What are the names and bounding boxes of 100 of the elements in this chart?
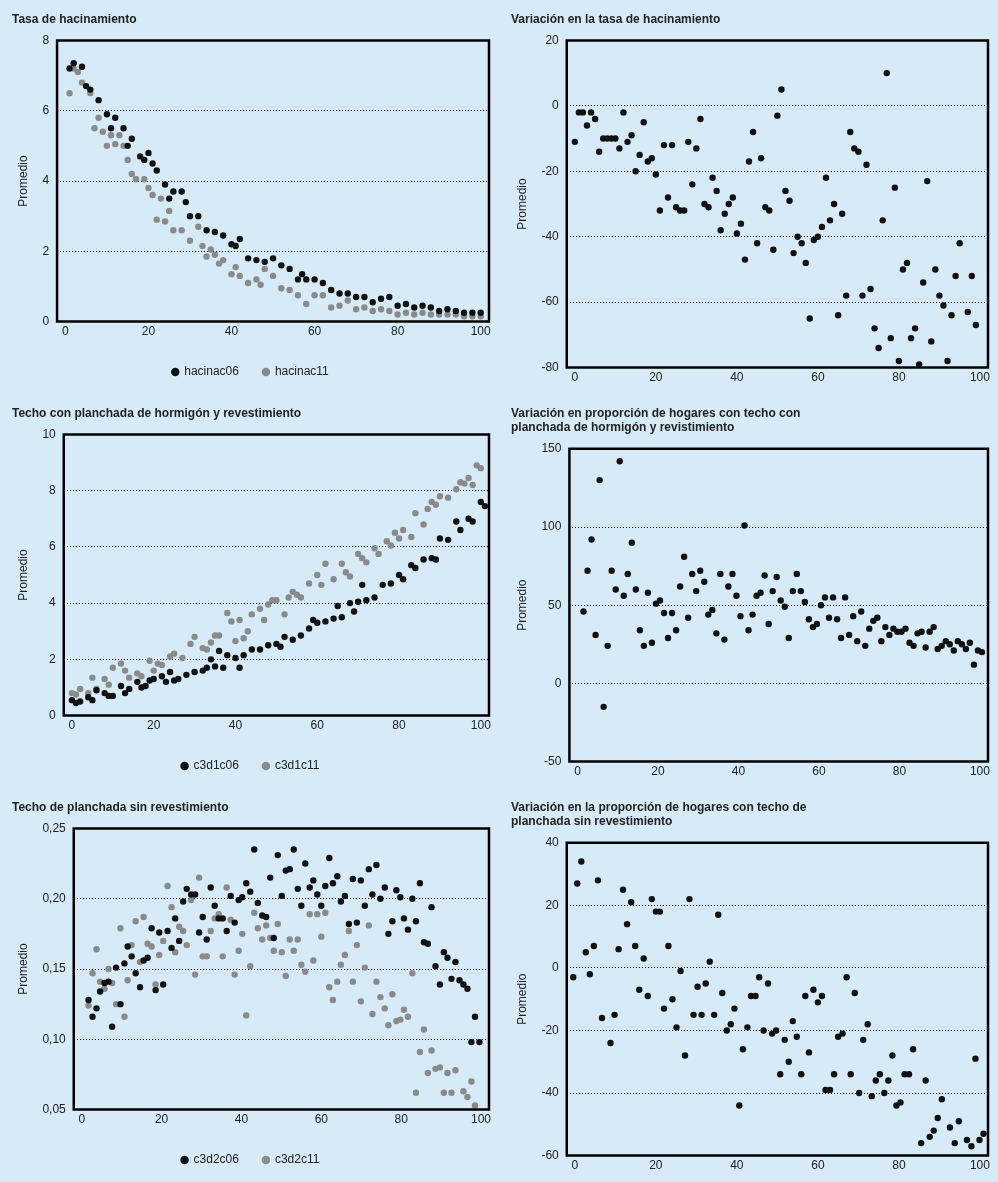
y-tick-label: 8 — [49, 482, 57, 497]
point — [244, 255, 252, 262]
point — [394, 302, 401, 309]
x-tick-label: 100 — [969, 1158, 991, 1173]
point — [166, 195, 173, 202]
point — [253, 256, 260, 264]
legend-label: c3d1c06 — [193, 758, 240, 773]
point — [427, 304, 435, 311]
point — [361, 293, 368, 301]
y-tick-label: 2 — [49, 651, 57, 666]
y-axis-title: Promedio — [514, 579, 529, 631]
point — [435, 307, 443, 315]
y-axis-title: Promedio — [514, 973, 529, 1025]
y-tick-label: 0,15 — [42, 961, 67, 976]
x-tick-label: 40 — [224, 324, 239, 339]
x-tick-label: 100 — [471, 1112, 492, 1127]
x-tick-label: 60 — [811, 1158, 825, 1173]
x-tick-label: 80 — [392, 718, 407, 733]
point — [232, 242, 239, 250]
y-tick-label: 10 — [42, 426, 57, 441]
y-tick-label: 40 — [545, 835, 560, 850]
point — [344, 290, 351, 297]
x-tick-label: 100 — [470, 718, 492, 733]
point — [186, 212, 194, 220]
y-tick-label: -60 — [541, 1147, 560, 1162]
x-tick-label: 20 — [651, 764, 665, 779]
point — [141, 156, 148, 164]
chart-title: Tasa de hacinamiento — [12, 11, 137, 26]
y-axis-title: Promedio — [15, 549, 30, 601]
x-tick-label: 40 — [730, 370, 744, 385]
x-tick-label: 20 — [649, 1158, 663, 1173]
x-tick-label: 40 — [228, 718, 243, 733]
x-tick-label: 80 — [892, 1158, 906, 1173]
legend-label: hacinac06 — [184, 364, 240, 379]
chart-title: Variación en proporción de hogares con techo con planchada de hormigón y revistimiento — [511, 405, 801, 434]
y-tick-label: -60 — [541, 294, 560, 309]
x-tick-label: 20 — [141, 324, 156, 339]
y-tick-label: -20 — [541, 163, 560, 178]
point — [402, 300, 410, 308]
point — [70, 60, 77, 67]
y-axis-title: Promedio — [15, 943, 30, 995]
y-tick-label: 4 — [42, 173, 50, 188]
x-tick-label: 60 — [310, 718, 325, 733]
point — [386, 293, 393, 301]
y-tick-label: 0,10 — [42, 1031, 67, 1046]
y-tick-label: 20 — [545, 897, 560, 912]
point — [469, 309, 476, 317]
x-tick-label: 100 — [969, 370, 991, 385]
point — [120, 125, 127, 132]
point — [311, 276, 318, 283]
point — [377, 295, 385, 302]
x-tick-label: 60 — [314, 1112, 329, 1127]
y-tick-label: 4 — [49, 595, 57, 610]
chart-title: Techo de planchada sin revestimiento — [12, 799, 229, 814]
x-tick-label: 40 — [234, 1112, 249, 1127]
y-tick-label: 100 — [541, 519, 562, 534]
point — [211, 228, 219, 236]
point — [369, 299, 376, 306]
x-tick-label: 20 — [147, 718, 161, 733]
y-tick-label: -40 — [541, 1085, 560, 1100]
y-tick-label: 50 — [548, 597, 562, 612]
y-tick-label: 0,05 — [42, 1101, 67, 1116]
chart-title: Variación en la proporción de hogares con techo de planchada sin revestimiento — [511, 799, 807, 828]
x-tick-label: 80 — [390, 324, 405, 339]
x-tick-label: 60 — [811, 370, 825, 385]
point — [327, 286, 335, 294]
x-tick-label: 60 — [812, 764, 826, 779]
y-tick-label: 8 — [42, 32, 50, 47]
x-tick-label: 80 — [892, 370, 906, 385]
y-tick-label: 6 — [42, 103, 50, 118]
point — [195, 212, 202, 220]
point — [220, 232, 227, 239]
point — [269, 255, 277, 262]
point — [236, 235, 244, 243]
y-axis-title: Promedio — [15, 155, 30, 207]
point — [82, 82, 90, 90]
x-tick-label: 80 — [394, 1112, 409, 1127]
point — [178, 188, 185, 195]
y-tick-label: 2 — [42, 243, 50, 258]
y-tick-label: 6 — [49, 539, 57, 554]
point — [170, 188, 177, 195]
point — [149, 160, 156, 167]
x-tick-label: 60 — [307, 324, 322, 339]
point — [419, 302, 426, 309]
y-tick-label: 0 — [552, 98, 560, 113]
point — [261, 258, 268, 266]
point — [411, 304, 418, 311]
point — [444, 306, 451, 313]
point — [182, 198, 190, 206]
y-tick-label: -40 — [541, 229, 560, 244]
y-tick-label: 0 — [552, 960, 560, 975]
point — [298, 270, 306, 278]
x-tick-label: 80 — [892, 764, 907, 779]
point — [103, 111, 111, 118]
legend-label: c3d2c11 — [274, 1152, 320, 1167]
x-tick-label: 0 — [574, 764, 582, 779]
point — [87, 86, 94, 93]
x-tick-label: 0 — [571, 370, 579, 385]
point — [294, 276, 302, 283]
x-tick-label: 0 — [571, 1158, 579, 1173]
